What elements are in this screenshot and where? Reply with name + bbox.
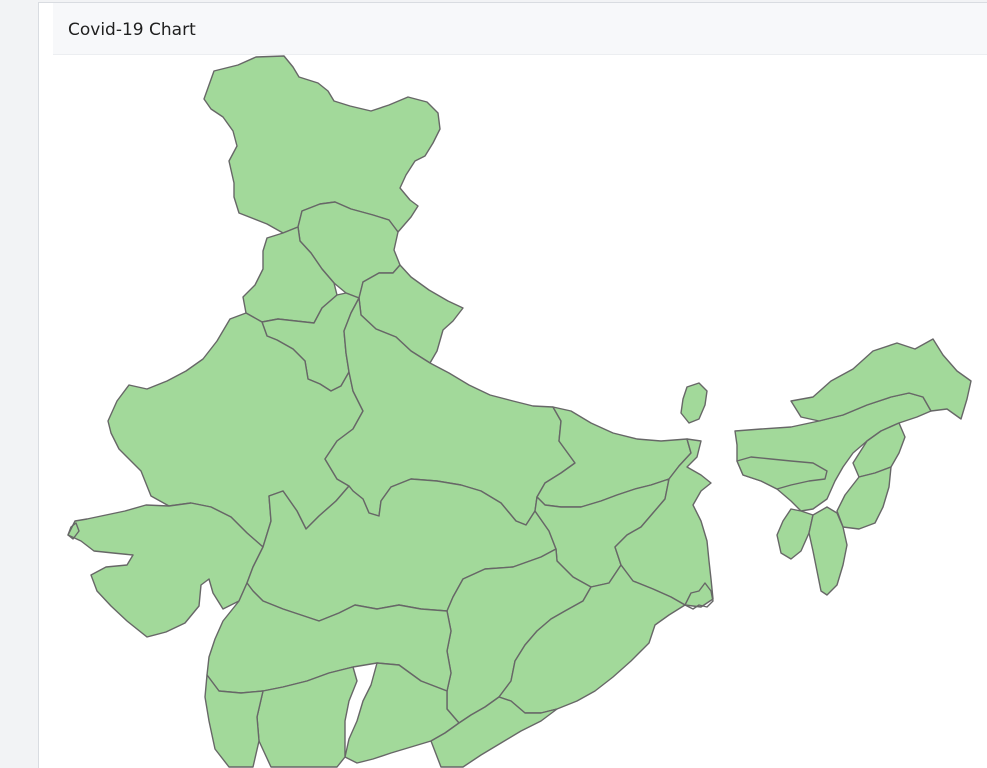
state-karnataka[interactable]	[256, 666, 358, 768]
panel-header: Covid-19 Chart	[53, 3, 987, 55]
state-sikkim[interactable]	[680, 382, 708, 424]
chart-panel: Covid-19 Chart	[38, 2, 987, 768]
state-mizoram[interactable]	[808, 506, 848, 596]
state-manipur[interactable]	[836, 466, 892, 530]
india-map[interactable]	[39, 55, 987, 768]
state-meghalaya[interactable]	[736, 456, 828, 490]
state-west-bengal[interactable]	[614, 438, 714, 608]
page-title: Covid-19 Chart	[68, 20, 196, 40]
state-arunachal-pradesh[interactable]	[790, 338, 972, 422]
gujarat-coast-detail	[67, 522, 80, 540]
state-tripura[interactable]	[776, 508, 814, 560]
state-nagaland[interactable]	[852, 422, 906, 478]
state-andhra-pradesh[interactable]	[430, 696, 558, 768]
state-gujarat[interactable]	[67, 502, 264, 638]
state-jammu-kashmir[interactable]	[203, 55, 441, 234]
state-goa[interactable]	[204, 674, 264, 768]
sundarbans-detail	[684, 582, 714, 610]
state-telangana[interactable]	[344, 662, 460, 764]
map-container	[39, 55, 987, 768]
state-odisha[interactable]	[498, 564, 686, 714]
